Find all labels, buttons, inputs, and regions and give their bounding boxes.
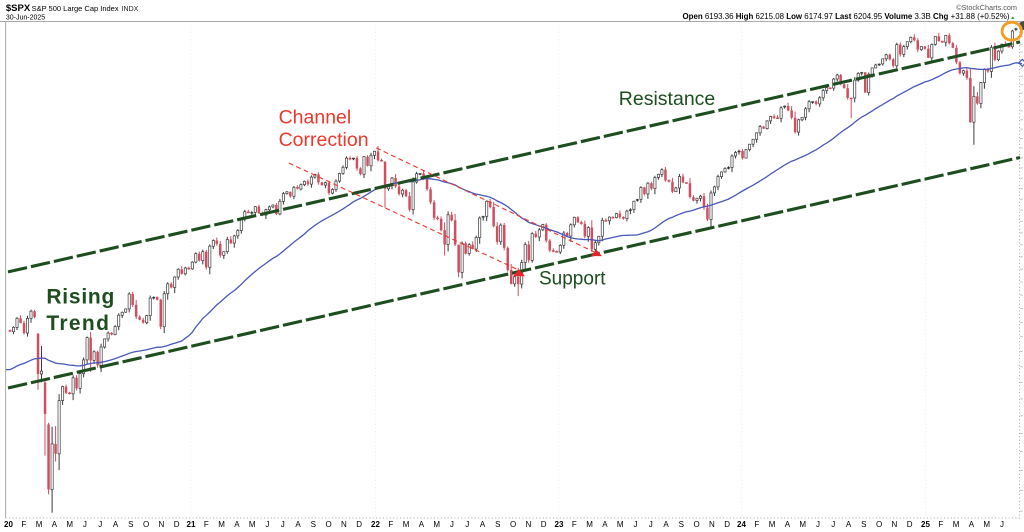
svg-text:M: M	[799, 520, 806, 529]
svg-text:D: D	[541, 520, 547, 529]
svg-text:25: 25	[921, 520, 930, 529]
svg-text:23: 23	[555, 520, 564, 529]
svg-text:M: M	[218, 520, 225, 529]
svg-text:O: O	[510, 520, 516, 529]
svg-text:N: N	[526, 520, 532, 529]
svg-text:A: A	[602, 520, 608, 529]
svg-text:M: M	[66, 520, 73, 529]
svg-text:A: A	[234, 520, 240, 529]
svg-text:J: J	[281, 520, 285, 529]
svg-text:F: F	[21, 520, 26, 529]
svg-text:22: 22	[371, 520, 380, 529]
svg-text:M: M	[403, 520, 410, 529]
svg-text:Support: Support	[539, 268, 606, 289]
svg-text:J: J	[634, 520, 638, 529]
svg-text:F: F	[388, 520, 393, 529]
svg-text:A: A	[785, 520, 791, 529]
svg-text:O: O	[693, 520, 699, 529]
svg-text:A: A	[846, 520, 852, 529]
svg-text:Channel: Channel	[279, 107, 352, 129]
svg-text:S: S	[311, 520, 316, 529]
svg-text:N: N	[341, 520, 347, 529]
svg-text:N: N	[709, 520, 715, 529]
svg-text:$SPX: $SPX	[6, 3, 31, 14]
svg-text:M: M	[249, 520, 256, 529]
svg-text:S: S	[679, 520, 684, 529]
svg-text:J: J	[816, 520, 820, 529]
svg-text:INDX: INDX	[122, 6, 139, 13]
svg-text:30-Jun-2025: 30-Jun-2025	[6, 15, 45, 22]
svg-text:O: O	[143, 520, 149, 529]
svg-text:Trend: Trend	[46, 312, 109, 335]
svg-text:J: J	[831, 520, 835, 529]
svg-text:D: D	[724, 520, 730, 529]
svg-text:J: J	[1000, 520, 1004, 529]
svg-text:N: N	[159, 520, 165, 529]
svg-text:M: M	[617, 520, 624, 529]
svg-text:S&P 500 Large Cap Index: S&P 500 Large Cap Index	[32, 4, 119, 13]
svg-text:Correction: Correction	[279, 129, 369, 151]
svg-text:Rising: Rising	[46, 285, 114, 308]
svg-text:J: J	[465, 520, 469, 529]
svg-text:A: A	[480, 520, 486, 529]
svg-text:M: M	[769, 520, 776, 529]
svg-text:Open 6193.36 High 6215.08 Low: Open 6193.36 High 6215.08 Low 6174.97 La…	[683, 12, 1010, 21]
svg-text:O: O	[876, 520, 882, 529]
svg-text:A: A	[113, 520, 119, 529]
svg-text:F: F	[754, 520, 759, 529]
svg-text:M: M	[586, 520, 593, 529]
svg-text:J: J	[450, 520, 454, 529]
svg-text:Resistance: Resistance	[619, 88, 715, 110]
svg-text:D: D	[356, 520, 362, 529]
svg-text:A: A	[969, 520, 975, 529]
svg-text:A: A	[419, 520, 425, 529]
svg-text:D: D	[174, 520, 180, 529]
svg-text:M: M	[36, 520, 43, 529]
svg-text:S: S	[861, 520, 866, 529]
svg-text:J: J	[83, 520, 87, 529]
svg-text:S: S	[495, 520, 500, 529]
svg-text:O: O	[325, 520, 331, 529]
svg-text:F: F	[938, 520, 943, 529]
svg-text:F: F	[572, 520, 577, 529]
svg-text:20: 20	[4, 520, 13, 529]
svg-text:J: J	[265, 520, 269, 529]
svg-text:©StockCharts.com: ©StockCharts.com	[956, 3, 1017, 12]
svg-text:M: M	[953, 520, 960, 529]
svg-text:24: 24	[737, 520, 746, 529]
svg-text:A: A	[663, 520, 669, 529]
svg-text:D: D	[907, 520, 913, 529]
svg-text:S: S	[128, 520, 133, 529]
svg-text:M: M	[433, 520, 440, 529]
svg-text:A: A	[52, 520, 58, 529]
svg-text:N: N	[892, 520, 898, 529]
svg-text:J: J	[98, 520, 102, 529]
svg-text:M: M	[983, 520, 990, 529]
svg-text:21: 21	[187, 520, 196, 529]
svg-text:A: A	[295, 520, 301, 529]
svg-text:J: J	[649, 520, 653, 529]
svg-text:F: F	[204, 520, 209, 529]
